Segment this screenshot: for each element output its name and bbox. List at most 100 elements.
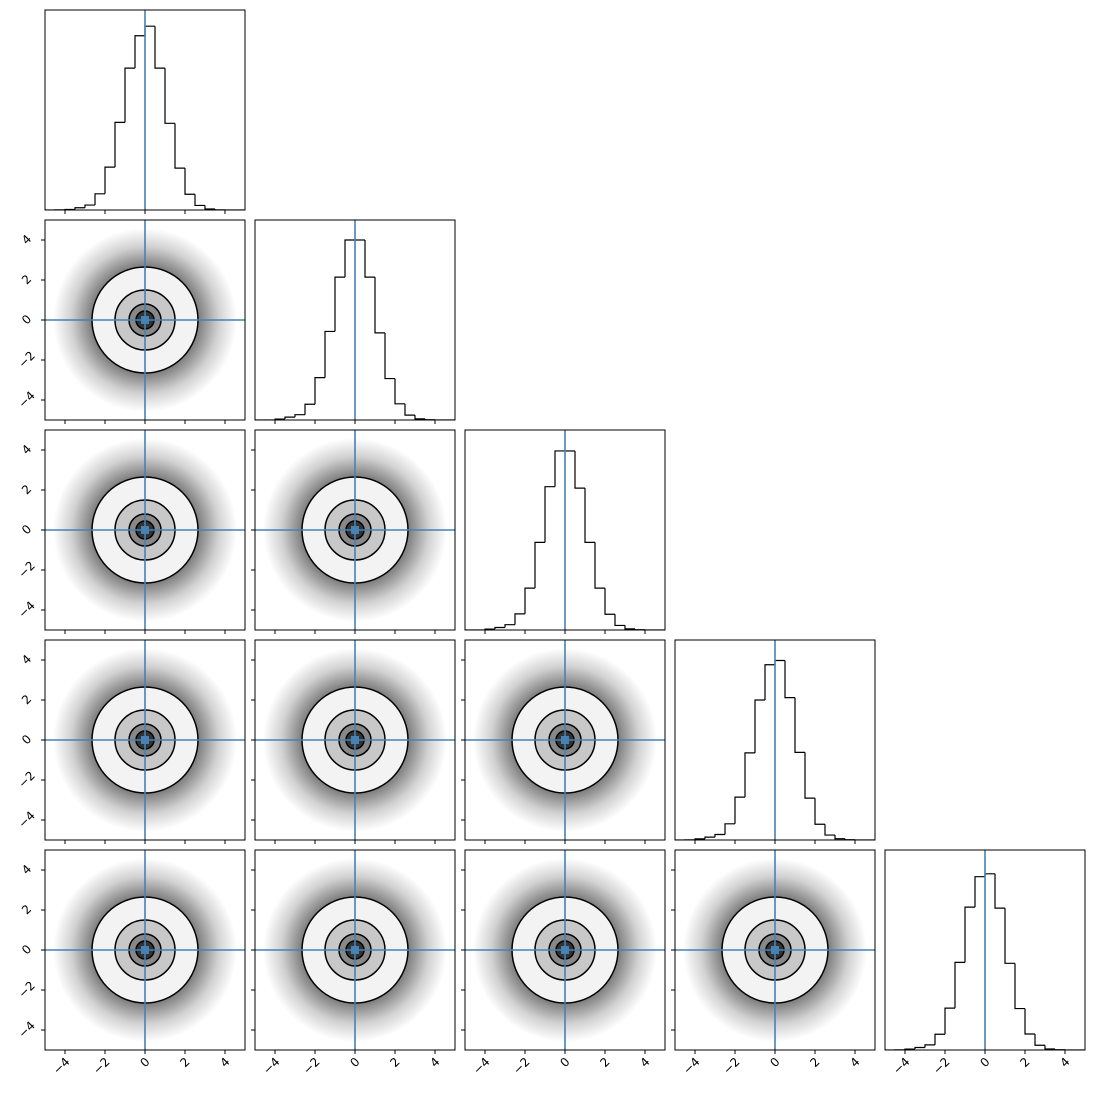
panel: −4 −2 0 2 4	[15, 639, 246, 844]
histogram-step	[164, 68, 175, 124]
y-tick-label: 0	[19, 942, 34, 957]
y-tick-label: 0	[19, 312, 34, 327]
panel-content	[465, 640, 665, 840]
panel: −4 −2 0 2 4	[15, 219, 246, 424]
panel	[254, 219, 456, 424]
panel: −4 −2 0 2 4	[884, 849, 1086, 1077]
histogram-step	[614, 614, 625, 627]
truth-point	[141, 526, 149, 534]
truth-point	[351, 946, 359, 954]
panel	[461, 639, 666, 844]
histogram-step	[554, 450, 565, 487]
panel: −4 −2 0 2 4	[15, 429, 246, 634]
panel-frame	[254, 849, 456, 1051]
histogram-step	[724, 823, 735, 835]
truth-point	[141, 736, 149, 744]
x-tick-label: 2	[597, 1055, 612, 1070]
panel: −4 −2 0 2 4 −4 −2 0 2 4	[15, 849, 246, 1077]
histogram-step	[954, 961, 965, 1009]
histogram-step	[534, 541, 545, 589]
panel-content	[45, 850, 245, 1050]
histogram-step	[124, 67, 135, 123]
truth-point	[351, 736, 359, 744]
histogram-step	[754, 699, 765, 753]
panel-content	[45, 640, 245, 840]
histogram-step	[984, 873, 995, 877]
panel-frame	[44, 429, 246, 631]
histogram-step	[94, 193, 105, 206]
histogram-step	[784, 660, 795, 699]
panel-frame	[254, 429, 456, 631]
histogram-step	[624, 625, 635, 630]
x-tick-label: 2	[807, 1055, 822, 1070]
histogram-step	[714, 833, 725, 838]
histogram-step	[1034, 1034, 1045, 1046]
histogram-step	[944, 1007, 955, 1035]
truth-point	[141, 946, 149, 954]
y-tick-label: 4	[19, 442, 34, 457]
histogram-step	[964, 906, 975, 963]
x-tick-label: 2	[177, 1055, 192, 1070]
panel-content	[255, 430, 455, 630]
panel-content	[675, 850, 875, 1050]
panel: −4 −2 0 2 4	[671, 849, 876, 1077]
panel-content	[255, 640, 455, 840]
histogram-step	[104, 166, 115, 194]
y-tick-label: 4	[19, 862, 34, 877]
panel: −4 −2 0 2 4	[251, 849, 456, 1077]
histogram-step	[584, 488, 595, 543]
panel-content	[255, 850, 455, 1050]
histogram-step	[524, 587, 535, 614]
histogram-step	[134, 35, 145, 69]
histogram-step	[114, 121, 125, 168]
y-tick-label: −2	[15, 768, 37, 790]
y-tick-label: −2	[15, 348, 37, 370]
histogram-step	[974, 876, 985, 908]
histogram-step	[774, 659, 785, 665]
histogram-step	[204, 205, 215, 210]
panel-frame	[44, 219, 246, 421]
histogram-step	[414, 415, 425, 420]
truth-point	[561, 736, 569, 744]
y-tick-label: −4	[15, 598, 37, 620]
histogram-step	[324, 330, 335, 378]
y-tick-label: 4	[19, 232, 34, 247]
truth-point	[771, 946, 779, 954]
panel-content	[45, 220, 245, 420]
histogram-step	[814, 798, 825, 825]
histogram-step	[574, 450, 585, 489]
panel-frame	[44, 639, 246, 841]
panel-content	[255, 220, 455, 420]
histogram-step	[154, 26, 165, 69]
histogram-step	[294, 414, 305, 418]
histogram-step	[704, 836, 715, 839]
histogram-step	[924, 1044, 935, 1048]
panel	[464, 429, 666, 634]
panel-frame	[464, 429, 666, 631]
x-tick-label: 4	[217, 1055, 232, 1070]
histogram-step	[744, 752, 755, 798]
histogram-step	[994, 873, 1005, 909]
x-tick-label: −2	[720, 1055, 742, 1077]
histogram-step	[1024, 1008, 1035, 1035]
truth-point	[351, 526, 359, 534]
histogram-step	[144, 25, 155, 36]
y-tick-label: 2	[19, 482, 34, 497]
histogram-step	[84, 204, 95, 208]
histogram-step	[824, 824, 835, 836]
panel-content	[45, 10, 245, 210]
x-tick-label: 0	[347, 1055, 362, 1070]
histogram-step	[794, 697, 805, 753]
y-tick-label: 2	[19, 902, 34, 917]
truth-point	[141, 316, 149, 324]
x-tick-label: 0	[137, 1055, 152, 1070]
histogram-step	[764, 664, 775, 700]
x-tick-label: −4	[260, 1055, 282, 1077]
histogram-step	[314, 377, 325, 405]
panel-content	[465, 430, 665, 630]
histogram-step	[734, 796, 745, 824]
y-tick-label: 2	[19, 272, 34, 287]
histogram-step	[344, 239, 355, 278]
histogram-step	[834, 835, 845, 840]
